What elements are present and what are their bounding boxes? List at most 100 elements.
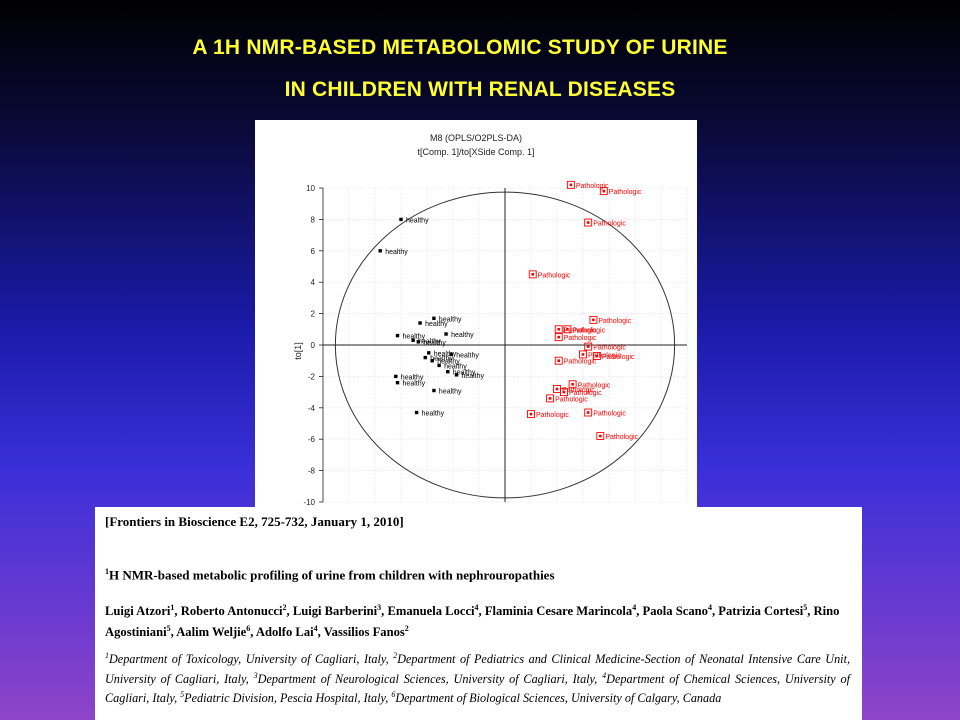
affiliation-number: 5	[180, 690, 185, 700]
affiliation-list: 1Department of Toxicology, University of…	[105, 648, 850, 707]
healthy-point-label: healthy	[461, 373, 484, 380]
y-tick-label: 6	[311, 247, 316, 256]
pathologic-point	[555, 387, 559, 391]
author-name: Emanuela Locci	[387, 604, 475, 619]
pathologic-point-label: Pathologic	[588, 352, 621, 359]
pathologic-point-outline	[554, 325, 563, 334]
slide-title-line-1: A 1H NMR-BASED METABOLOMIC STUDY OF URIN…	[192, 36, 728, 59]
healthy-point	[432, 316, 436, 321]
author-name: Vassilios Fanos	[323, 625, 405, 640]
healthy-point-label: healthy	[385, 249, 408, 256]
author-affiliation-number: 2	[282, 603, 287, 612]
healthy-point	[378, 249, 382, 253]
pathologic-point	[571, 382, 574, 386]
author-affiliation-number: 1	[170, 603, 175, 612]
affiliation-text: Department of Neurological Sciences, Uni…	[257, 671, 603, 686]
author-affiliation-number: 4	[707, 603, 712, 612]
healthy-point	[430, 359, 434, 363]
pathologic-point-label: Pathologic	[578, 382, 611, 389]
healthy-point	[418, 321, 422, 325]
healthy-point	[423, 355, 427, 360]
pathologic-point-outline	[554, 333, 563, 342]
affiliation-number: 4	[602, 670, 607, 680]
y-tick-label: 2	[311, 310, 316, 319]
pathologic-point	[548, 397, 552, 400]
y-tick-label: 4	[311, 278, 316, 287]
pathologic-point-outline	[584, 342, 593, 351]
healthy-point	[454, 373, 459, 377]
healthy-point-label: healthy	[451, 332, 474, 339]
healthy-point	[394, 374, 398, 379]
pathologic-point-outline	[563, 325, 572, 334]
paper-title-text: H NMR-based metabolic profiling of urine…	[109, 567, 555, 583]
author-affiliation-number: 4	[474, 603, 479, 612]
pathologic-point-label: Pathologic	[609, 189, 642, 196]
healthy-point-label: healthy	[401, 374, 424, 381]
author-name: Paola Scano	[642, 604, 708, 619]
healthy-point-label: healthy	[403, 334, 426, 341]
y-axis-label: to[1]	[293, 342, 303, 360]
pathologic-point	[566, 328, 569, 331]
healthy-point-label: healthy	[439, 316, 462, 323]
author-affiliation-number: 5	[803, 603, 808, 612]
paper-title-superscript: 1	[105, 567, 109, 576]
y-tick-label: -2	[308, 372, 316, 381]
author-name: Luigi Barberini	[292, 604, 378, 619]
score-scatter-chart: M8 (OPLS/O2PLS-DA) t[Comp. 1]/to[XSide C…	[293, 133, 688, 507]
healthy-point-label: healthy	[453, 370, 476, 377]
pathologic-point	[581, 353, 585, 356]
pathologic-point-outline	[584, 408, 593, 417]
healthy-point	[411, 338, 415, 342]
healthy-point	[449, 352, 453, 357]
pathologic-point-label: Pathologic	[572, 327, 605, 334]
pathologic-point-label: Pathologic	[605, 434, 638, 441]
y-tick-label: -8	[308, 467, 316, 476]
healthy-point	[399, 217, 403, 222]
pathologic-point-outline	[528, 270, 537, 279]
healthy-point	[437, 363, 441, 368]
affiliation-number: 1	[105, 651, 109, 660]
healthy-point-label: healthy	[430, 356, 453, 363]
healthy-point	[446, 369, 450, 374]
healthy-point-label: healthy	[418, 338, 441, 345]
author-name: Adolfo Lai	[255, 625, 314, 640]
author-name: Flaminia Cesare Marincola	[484, 604, 633, 619]
healthy-point-label: healthy	[444, 363, 467, 370]
affiliation-text: Pediatric Division, Pescia Hospital, Ita…	[184, 691, 392, 706]
pathologic-point	[557, 359, 561, 362]
author-list: Luigi Atzori1, Roberto Antonucci2, Luigi…	[105, 603, 840, 640]
pathologic-point-label: Pathologic	[598, 318, 631, 325]
pathologic-point-label: Pathologic	[593, 345, 626, 352]
author-affiliation-number: 5	[166, 624, 171, 634]
pathologic-point-outline	[527, 410, 535, 419]
paper-title: 1H NMR-based metabolic profiling of urin…	[105, 567, 555, 583]
chart-subtitle: t[Comp. 1]/to[XSide Comp. 1]	[417, 147, 534, 157]
pathologic-point	[586, 221, 590, 224]
pathologic-point-outline	[554, 356, 563, 365]
pathologic-point	[586, 411, 590, 414]
affiliation-number: 3	[253, 670, 258, 680]
pathologic-point	[569, 183, 573, 187]
pathologic-point-label: Pathologic	[564, 359, 597, 366]
pathologic-point-outline	[596, 432, 605, 441]
affiliation-text: Department of Chemical Sciences, Univers…	[105, 671, 850, 706]
pathologic-point	[529, 412, 533, 416]
healthy-point-label: healthy	[406, 217, 429, 224]
pathologic-point-label: Pathologic	[536, 412, 569, 419]
healthy-point-label: healthy	[434, 351, 457, 358]
author-affiliation-number: 3	[377, 603, 382, 612]
pathologic-point-outline	[599, 187, 608, 196]
author-affiliation-number: 4	[632, 603, 637, 612]
pathologic-point	[592, 318, 595, 322]
author-affiliation-number: 6	[246, 624, 251, 634]
pathologic-point-label: Pathologic	[593, 221, 626, 228]
pathologic-point	[531, 273, 535, 276]
pathologic-point	[599, 434, 602, 438]
author-affiliation-number: 2	[404, 624, 409, 634]
healthy-point	[395, 333, 400, 338]
y-tick-label: 0	[311, 341, 316, 350]
affiliation-text: Department of Toxicology, University of …	[109, 652, 394, 667]
y-tick-label: -4	[308, 404, 316, 413]
pathologic-point	[557, 328, 561, 331]
author-affiliation-number: 4	[313, 624, 318, 634]
